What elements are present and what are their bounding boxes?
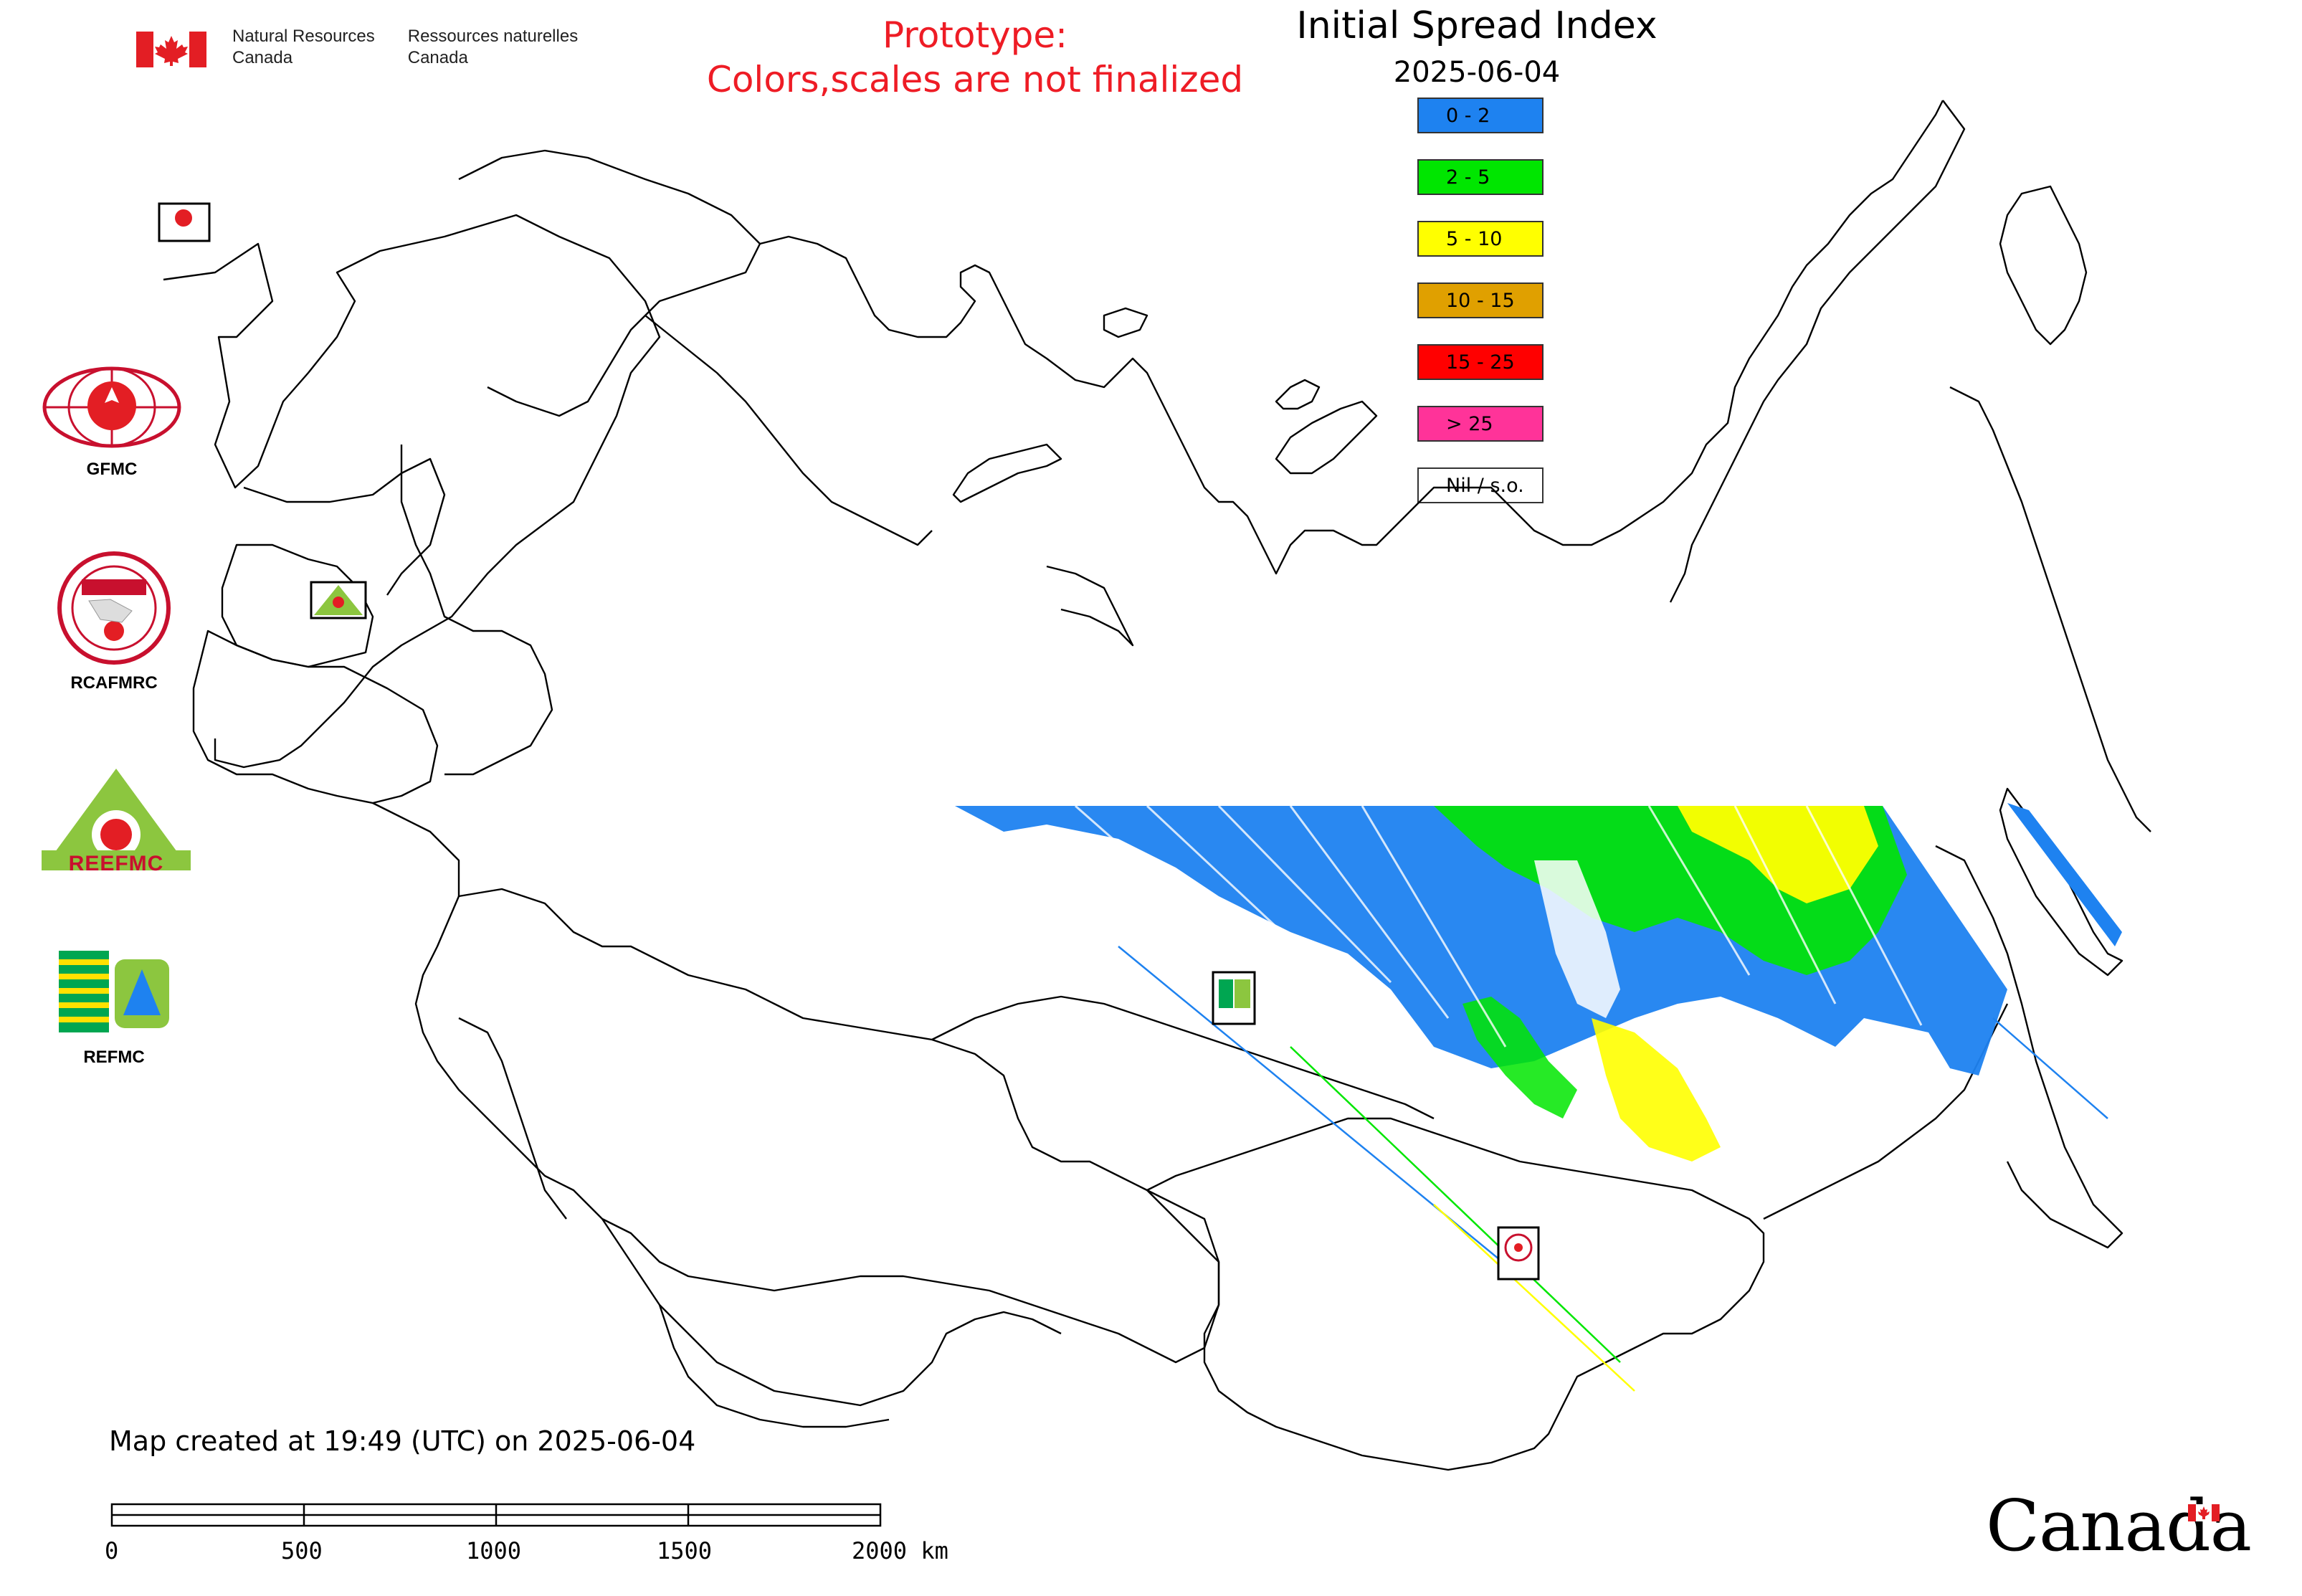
map-logo-rcafmrc (1497, 1226, 1540, 1281)
legend-label: 0 - 2 (1446, 104, 1490, 127)
kazakhstan-outline (414, 888, 1220, 1364)
kamchatka-outline (1999, 185, 2088, 346)
isi-white-gap (1534, 860, 1620, 1018)
scandinavia-outline (163, 214, 661, 769)
isi-swath-green-south (1462, 997, 1577, 1118)
isi-swath-yellow-south (1592, 1018, 1721, 1162)
refmc-emblem-icon (59, 951, 169, 1032)
prototype-line2: Colors,scales are not finalized (706, 59, 1244, 100)
canada-wordmark-flag-icon (2188, 1504, 2220, 1521)
gfmc-emblem-icon (42, 366, 181, 448)
isi-sakhalin-blue (2007, 803, 2122, 946)
central-asia-outline (601, 1218, 1062, 1407)
arctic-coast (759, 100, 1944, 575)
legend-item-15-25: 15 - 25 (1417, 344, 1544, 380)
map-date: 2025-06-04 (1393, 56, 1561, 89)
dept-fr-line1: Ressources naturelles (407, 27, 579, 46)
isi-swath-yellow (1678, 806, 1878, 903)
west-russia-lines (400, 445, 553, 776)
scale-label-0: 0 (105, 1537, 119, 1564)
legend-item-nil: Nil / s.o. (1417, 467, 1544, 503)
kola-outline (458, 149, 761, 417)
canada-wordmark: Canada (1986, 1486, 2252, 1567)
legend-item-gt-25: > 25 (1417, 406, 1544, 442)
dept-en-line2: Canada (232, 48, 293, 67)
reefmc-wordmark: REEFMC (68, 852, 164, 875)
logo-gfmc: GFMC (40, 364, 184, 480)
scale-label-2000: 2000 km (852, 1537, 948, 1564)
logo-rcafmrc: RCAFMRC (46, 551, 182, 693)
reefmc-emblem-icon (42, 769, 191, 870)
isi-streaks (1075, 804, 1923, 1048)
map-title: Initial Spread Index (1296, 4, 1657, 47)
department-name-fr: Ressources naturelles Canada (408, 26, 578, 69)
dept-en-line1: Natural Resources (232, 27, 375, 46)
ukraine-outline (192, 630, 439, 804)
taymyr-outline (1275, 400, 1378, 475)
svalbard-outline (1103, 307, 1148, 338)
country-outlines (163, 100, 2151, 1471)
rcafmrc-label: RCAFMRC (70, 673, 158, 693)
rcafmrc-emblem-icon (57, 551, 171, 665)
isi-thin-lines (1118, 946, 2108, 1392)
scale-bar (110, 1503, 882, 1527)
logo-reefmc: REEFMC (37, 766, 195, 878)
legend-label: 15 - 25 (1446, 351, 1515, 374)
scale-label-1500: 1500 (657, 1537, 713, 1564)
gfmc-label: GFMC (86, 460, 138, 479)
baltic-outline (243, 457, 446, 596)
department-name-en: Natural Resources Canada (232, 26, 375, 69)
legend-label: 5 - 10 (1446, 227, 1503, 250)
scale-label-500: 500 (281, 1537, 323, 1564)
legend-label: 2 - 5 (1446, 166, 1490, 189)
legend-label: Nil / s.o. (1446, 474, 1524, 497)
prototype-notice: Prototype: Colors,scales are not finaliz… (674, 13, 1276, 102)
primorye-outline (1935, 845, 2123, 1249)
prototype-line1: Prototype: (882, 14, 1068, 56)
okhotsk-coast (1949, 386, 2151, 832)
yamal-outline (1046, 565, 1134, 647)
logo-refmc: REFMC (53, 945, 175, 1068)
russia-south-border (931, 995, 1435, 1120)
nrcan-signature: Natural Resources Canada Ressources natu… (136, 26, 611, 69)
isi-data (955, 803, 2122, 1392)
legend-item-0-2: 0 - 2 (1417, 98, 1544, 133)
belarus-outline (221, 543, 374, 668)
refmc-label: REFMC (83, 1048, 145, 1067)
scale-label-1000: 1000 (466, 1537, 522, 1564)
legend-item-5-10: 5 - 10 (1417, 221, 1544, 257)
legend-item-10-15: 10 - 15 (1417, 282, 1544, 318)
canada-flag-icon (136, 32, 206, 67)
map-logo-gfmc (158, 202, 211, 242)
white-sea-outline (645, 315, 933, 546)
caspian-outline (458, 1017, 567, 1220)
central-asia-south (658, 1304, 890, 1428)
dept-fr-line2: Canada (407, 48, 468, 67)
caucasus-outline (372, 802, 460, 896)
mongolia-outline (1146, 1117, 1765, 1471)
novaya-zemlya-outline (952, 443, 1062, 503)
legend-label: 10 - 15 (1446, 289, 1515, 312)
legend: 0 - 2 2 - 5 5 - 10 10 - 15 15 - 25 > 25 … (1417, 98, 1544, 529)
severnaya-outline (1275, 379, 1321, 410)
legend-item-2-5: 2 - 5 (1417, 159, 1544, 195)
legend-label: > 25 (1446, 412, 1493, 435)
map-logo-reefmc (310, 581, 367, 619)
far-east-coast (1669, 100, 1966, 603)
map-created-note: Map created at 19:49 (UTC) on 2025-06-04 (109, 1425, 696, 1457)
map-logo-refmc (1212, 971, 1256, 1025)
